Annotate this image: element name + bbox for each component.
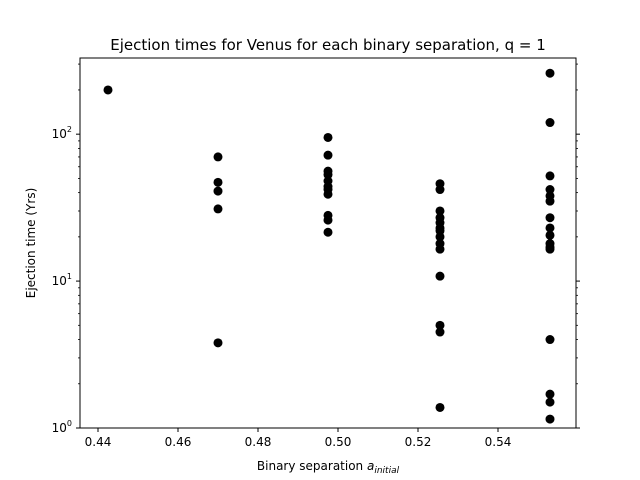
chart-title: Ejection times for Venus for each binary… <box>110 36 546 54</box>
data-point <box>545 244 555 254</box>
data-point <box>435 327 445 337</box>
data-point <box>323 132 333 142</box>
data-point <box>545 230 555 240</box>
data-point <box>323 170 333 180</box>
data-point <box>435 206 445 216</box>
data-point <box>103 85 113 95</box>
data-point <box>323 150 333 160</box>
data-point <box>545 414 555 424</box>
x-axis: 0.44 0.46 0.48 0.50 0.52 0.54 <box>85 428 512 449</box>
data-point <box>323 227 333 237</box>
x-axis-label-subscript: initial <box>374 466 399 476</box>
data-point <box>545 196 555 206</box>
data-point <box>435 320 445 330</box>
data-point <box>545 171 555 181</box>
data-point <box>213 338 223 348</box>
data-point <box>435 232 445 242</box>
data-point <box>545 185 555 195</box>
data-point <box>213 186 223 196</box>
y-tick-label-base: 10 <box>52 127 67 141</box>
data-point <box>545 335 555 345</box>
y-tick-label-exponent: 0 <box>67 419 72 428</box>
y-tick-label: 100 <box>52 419 72 435</box>
data-point <box>435 271 445 281</box>
y-tick-label-base: 10 <box>52 421 67 435</box>
data-point <box>545 213 555 223</box>
x-tick-label: 0.54 <box>485 435 512 449</box>
x-tick-label: 0.52 <box>405 435 432 449</box>
y-tick-label-exponent: 2 <box>67 125 72 134</box>
plot-frame <box>79 57 577 429</box>
data-point <box>213 177 223 187</box>
plot-area <box>103 68 555 424</box>
data-point <box>213 152 223 162</box>
y-tick-label: 102 <box>52 125 72 141</box>
y-tick-label-base: 10 <box>52 274 67 288</box>
data-point <box>213 204 223 214</box>
data-point <box>545 68 555 78</box>
y-tick-label: 101 <box>52 272 72 288</box>
data-point <box>435 402 445 412</box>
x-axis-label: Binary separation ainitial <box>257 459 400 476</box>
x-axis-label-prefix: Binary separation <box>257 459 367 473</box>
data-point <box>435 185 445 195</box>
data-point <box>545 223 555 233</box>
x-tick-label: 0.48 <box>245 435 272 449</box>
data-point <box>323 215 333 225</box>
data-point <box>545 397 555 407</box>
data-point <box>545 118 555 128</box>
y-tick-label-exponent: 1 <box>67 272 72 281</box>
y-axis-label: Ejection time (Yrs) <box>24 188 38 299</box>
data-point <box>435 244 445 254</box>
data-point <box>323 189 333 199</box>
x-tick-label: 0.44 <box>85 435 112 449</box>
x-tick-label: 0.46 <box>165 435 192 449</box>
data-point <box>545 389 555 399</box>
x-tick-label: 0.50 <box>325 435 352 449</box>
x-axis-label-variable: a <box>367 459 374 473</box>
